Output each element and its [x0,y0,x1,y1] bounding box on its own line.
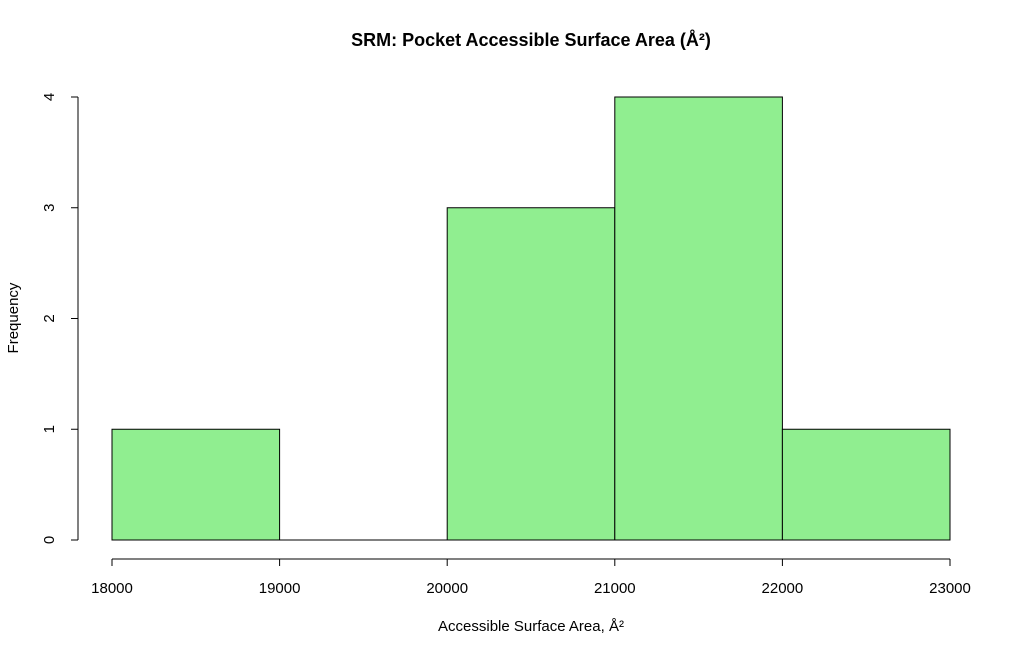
bars-group [111,96,951,541]
y-tick-label: 4 [41,93,58,101]
histogram-bar-2 [446,207,616,541]
x-tick-label: 21000 [594,580,636,597]
x-tick-label: 18000 [91,580,133,597]
y-axis-label: Frequency [5,282,22,353]
y-tick-label: 0 [41,536,58,544]
x-tick-label: 20000 [426,580,468,597]
chart-title: SRM: Pocket Accessible Surface Area (Å²) [351,30,711,50]
y-tick-label: 2 [41,314,58,322]
histogram-bar-4 [781,428,951,541]
x-axis: 18000 19000 20000 21000 22000 23000 [91,558,971,597]
y-axis: 0 1 2 3 4 [41,93,79,544]
x-axis-label: Accessible Surface Area, Å² [438,618,624,635]
histogram-bar-3 [614,96,783,541]
y-tick-label: 1 [41,425,58,433]
x-tick-label: 22000 [762,580,804,597]
histogram-bar-0 [111,428,281,541]
x-tick-label: 19000 [259,580,301,597]
x-tick-label: 23000 [929,580,971,597]
y-tick-label: 3 [41,204,58,212]
